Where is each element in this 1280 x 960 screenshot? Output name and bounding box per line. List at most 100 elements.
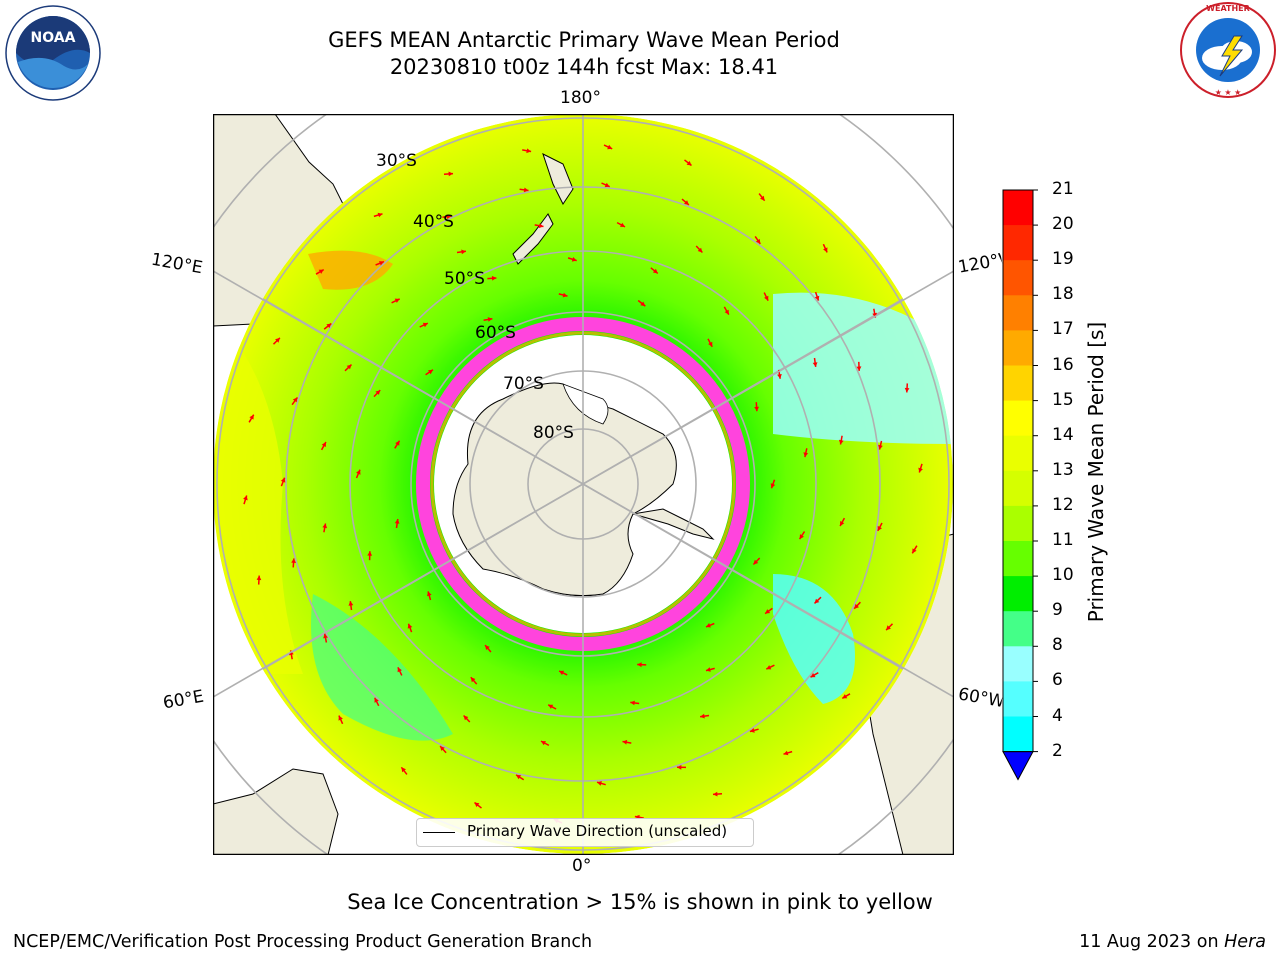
outer-gridline-2 <box>582 270 954 485</box>
lon-label-120w: 120°W <box>956 250 1004 278</box>
lon-label-60w: 60°W <box>956 684 1004 712</box>
wave-vector-head <box>770 483 776 489</box>
wave-vector-head <box>842 694 848 699</box>
colorbar-tick-label: 13 <box>1052 459 1074 480</box>
wave-vector-head <box>814 598 820 604</box>
wave-vector-head <box>622 739 628 745</box>
colorbar-tick-label: 16 <box>1052 354 1074 375</box>
colorbar-tick-label: 10 <box>1052 565 1074 586</box>
legend-line-swatch <box>423 832 455 833</box>
wave-vector-head <box>755 238 761 244</box>
outer-gridline-4 <box>582 483 954 698</box>
wave-vector-head <box>326 323 332 329</box>
wave-vector-head <box>487 317 493 322</box>
wave-vector-head <box>422 322 428 328</box>
nws-logo: WEATHER ★ ★ ★ <box>1180 2 1276 98</box>
wave-vector-head <box>559 670 565 676</box>
wave-vector-head <box>918 467 923 473</box>
colorbar-segment <box>1003 190 1033 226</box>
wave-vector-head <box>440 746 445 751</box>
wave-vector-head <box>912 548 917 554</box>
chart-title: GEFS MEAN Antarctic Primary Wave Mean Pe… <box>328 28 840 52</box>
noaa-logo: NOAA <box>5 5 101 101</box>
wave-vector-head <box>461 249 466 255</box>
outer-gridline-1 <box>213 270 584 485</box>
colorbar-segment <box>1003 225 1033 261</box>
wave-vector-head <box>428 369 433 375</box>
wave-vector-head <box>243 495 248 501</box>
legend-label: Primary Wave Direction (unscaled) <box>467 822 728 840</box>
wave-vector-head <box>754 406 759 412</box>
colorbar-segment <box>1003 541 1033 577</box>
wave-vector-head <box>840 521 845 526</box>
map-canvas <box>212 113 955 856</box>
colorbar-title: Primary Wave Mean Period [s] <box>1084 321 1108 623</box>
wave-vector-head <box>523 187 529 193</box>
field-green-atlantic <box>311 594 453 741</box>
wave-vector-head <box>322 523 328 529</box>
wave-vector-head <box>904 387 910 393</box>
wave-vector-head <box>812 362 818 367</box>
colorbar-segment <box>1003 681 1033 717</box>
wave-vector-head <box>814 295 820 301</box>
colorbar-segment <box>1003 611 1033 647</box>
wave-vector-head <box>470 677 476 683</box>
wave-vector-head <box>346 364 352 370</box>
wave-vector-head <box>348 601 354 606</box>
wave-vector-head <box>256 575 262 581</box>
wave-vector-head <box>485 645 490 650</box>
wave-vector-head <box>379 261 384 266</box>
colorbar-extend-arrow <box>1002 751 1034 781</box>
wave-vector-head <box>280 477 286 483</box>
wave-vector-head <box>356 469 361 475</box>
wave-vector-head <box>292 397 298 403</box>
wave-vector-head <box>753 559 759 565</box>
lon-label-0: 0° <box>572 856 592 876</box>
wave-vector-head <box>249 414 254 420</box>
wave-vector-head <box>338 715 343 721</box>
field-cyan-southeast <box>773 292 953 444</box>
wave-vector-head <box>374 697 379 703</box>
wave-vector-head <box>765 609 771 614</box>
wave-vector-head <box>823 247 828 253</box>
wave-vector-head <box>397 667 402 673</box>
wave-vector-head <box>607 144 613 150</box>
wave-vector-head <box>604 182 610 188</box>
wave-vector-head <box>777 374 782 379</box>
wave-vector-head <box>630 700 635 706</box>
wave-vector-head <box>856 366 862 371</box>
colorbar-segment <box>1003 330 1033 366</box>
lat-label-50s: 50°S <box>444 269 485 289</box>
colorbar-tick-label: 8 <box>1052 635 1063 656</box>
wave-vector-head <box>516 774 522 780</box>
wave-vector-head <box>571 257 577 262</box>
colorbar-tick-label: 4 <box>1052 705 1063 726</box>
field-yellow-west <box>213 314 303 674</box>
wave-vector-head <box>878 444 883 450</box>
wave-vector-head <box>367 551 373 556</box>
wave-vector-head <box>620 222 625 227</box>
wave-vector-head <box>799 534 804 540</box>
wave-vector-head <box>474 802 480 808</box>
map-panel <box>212 113 955 856</box>
wave-vector-head <box>427 591 432 597</box>
colorbar-tick-label: 17 <box>1052 319 1074 340</box>
wave-vector-head <box>783 750 789 756</box>
colorbar-tick-label: 11 <box>1052 530 1074 550</box>
wave-vector-head <box>448 171 453 177</box>
wave-vector-head <box>677 765 682 770</box>
wave-vector-head <box>764 295 769 301</box>
wave-vector-head <box>803 452 809 458</box>
colorbar-tick-label: 9 <box>1052 600 1063 621</box>
wave-vector-head <box>652 268 658 274</box>
wave-vector-head <box>697 247 703 253</box>
map-border <box>212 113 955 856</box>
lat-label-70s: 70°S <box>503 374 544 394</box>
wave-vector-head <box>724 309 729 315</box>
wave-vector-head <box>877 525 882 531</box>
map-legend: Primary Wave Direction (unscaled) <box>416 818 754 847</box>
wave-vector-head <box>321 442 326 447</box>
colorbar-segment <box>1003 400 1033 437</box>
wave-vector-head <box>706 623 711 628</box>
svg-text:WEATHER: WEATHER <box>1206 4 1250 13</box>
